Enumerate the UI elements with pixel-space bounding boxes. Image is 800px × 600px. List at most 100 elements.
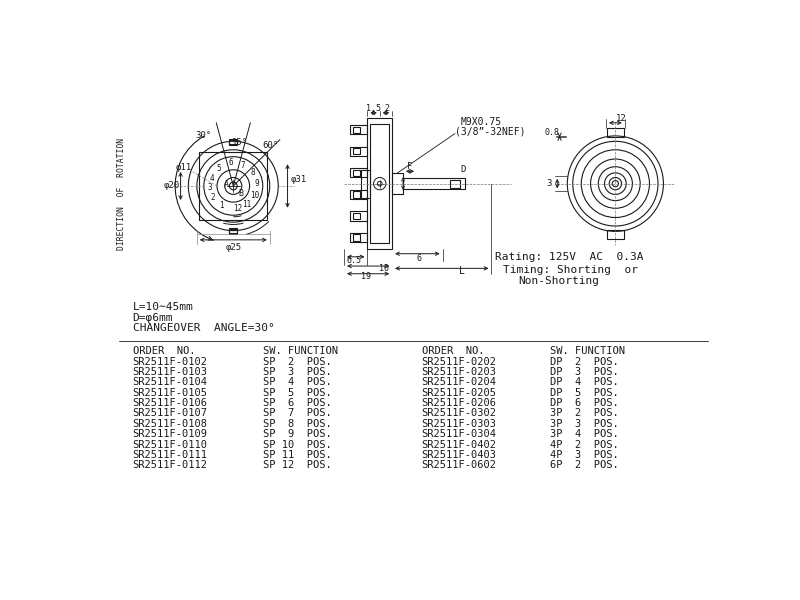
Text: SR2511F-0302: SR2511F-0302 [422, 409, 497, 418]
Text: A: A [224, 180, 229, 189]
Text: SP 10  POS.: SP 10 POS. [262, 440, 331, 449]
Text: 2: 2 [384, 104, 390, 113]
Text: M9X0.75: M9X0.75 [460, 117, 502, 127]
Text: SP  3  POS.: SP 3 POS. [262, 367, 331, 377]
Text: 10: 10 [378, 264, 389, 273]
Text: φ20: φ20 [163, 181, 179, 190]
Text: 1: 1 [219, 202, 224, 211]
Bar [354, 127, 360, 133]
Text: 6: 6 [229, 158, 234, 167]
Text: 3P  4  POS.: 3P 4 POS. [550, 429, 618, 439]
Text: 3: 3 [208, 184, 213, 193]
Text: SP 11  POS.: SP 11 POS. [262, 450, 331, 460]
Bar [354, 235, 360, 241]
Text: 11: 11 [242, 200, 251, 209]
Bar [354, 213, 360, 219]
Text: SR2511F-0109: SR2511F-0109 [133, 429, 207, 439]
Text: SR2511F-0112: SR2511F-0112 [133, 460, 207, 470]
Text: 4: 4 [209, 173, 214, 182]
Text: SR2511F-0108: SR2511F-0108 [133, 419, 207, 429]
Text: 15°: 15° [231, 139, 247, 148]
Text: DP  2  POS.: DP 2 POS. [550, 356, 618, 367]
Text: Timing: Shorting  or: Timing: Shorting or [503, 265, 638, 275]
Text: 0.8: 0.8 [544, 128, 559, 137]
Text: SP  5  POS.: SP 5 POS. [262, 388, 331, 398]
Text: 3: 3 [547, 179, 552, 188]
Text: L=10∼45mm: L=10∼45mm [133, 302, 194, 312]
Bar [350, 146, 367, 156]
Text: SR2511F-0303: SR2511F-0303 [422, 419, 497, 429]
Bar [230, 140, 237, 145]
Text: 5: 5 [216, 164, 221, 173]
Text: SW. FUNCTION: SW. FUNCTION [262, 346, 338, 356]
Text: SR2511F-0103: SR2511F-0103 [133, 367, 207, 377]
Bar [199, 152, 267, 220]
Bar [607, 230, 624, 239]
Text: 19: 19 [361, 272, 371, 281]
Text: SR2511F-0402: SR2511F-0402 [422, 440, 497, 449]
Text: SR2511F-0304: SR2511F-0304 [422, 429, 497, 439]
Text: SR2511F-0107: SR2511F-0107 [133, 409, 207, 418]
Bar [354, 148, 360, 154]
Text: SR2511F-0204: SR2511F-0204 [422, 377, 497, 388]
Text: 4P  2  POS.: 4P 2 POS. [550, 440, 618, 449]
Text: 2: 2 [211, 193, 215, 202]
Text: 10: 10 [250, 191, 259, 200]
Text: DP  6  POS.: DP 6 POS. [550, 398, 618, 408]
Bar [354, 170, 360, 176]
Bar [350, 211, 367, 221]
Text: SR2511F-0203: SR2511F-0203 [422, 367, 497, 377]
Text: 1.5: 1.5 [366, 104, 381, 113]
Bar [230, 229, 237, 233]
Text: SR2511F-0403: SR2511F-0403 [422, 450, 497, 460]
Text: SP  9  POS.: SP 9 POS. [262, 429, 331, 439]
Text: SR2511F-0602: SR2511F-0602 [422, 460, 497, 470]
Text: DP  5  POS.: DP 5 POS. [550, 388, 618, 398]
Bar [350, 190, 367, 199]
Text: F: F [406, 162, 412, 171]
Text: 7: 7 [241, 161, 246, 170]
Text: CHANGEOVER  ANGLE=30°: CHANGEOVER ANGLE=30° [133, 323, 274, 334]
Text: (3/8”-32NEF): (3/8”-32NEF) [455, 126, 526, 136]
Bar [361, 170, 370, 197]
Text: 6.5: 6.5 [346, 256, 362, 265]
Bar [392, 173, 403, 194]
Text: SR2511F-0111: SR2511F-0111 [133, 450, 207, 460]
Text: SR2511F-0206: SR2511F-0206 [422, 398, 497, 408]
Bar [350, 168, 367, 178]
Text: SP  6  POS.: SP 6 POS. [262, 398, 331, 408]
Text: SR2511F-0105: SR2511F-0105 [133, 388, 207, 398]
Bar [607, 128, 624, 137]
Text: SP 12  POS.: SP 12 POS. [262, 460, 331, 470]
Text: L: L [459, 266, 465, 275]
Text: 6: 6 [417, 254, 422, 263]
Text: 3P  2  POS.: 3P 2 POS. [550, 409, 618, 418]
Text: SR2511F-0205: SR2511F-0205 [422, 388, 497, 398]
Text: SR2511F-0104: SR2511F-0104 [133, 377, 207, 388]
Text: 3P  3  POS.: 3P 3 POS. [550, 419, 618, 429]
Bar [450, 180, 459, 187]
Text: 6P  2  POS.: 6P 2 POS. [550, 460, 618, 470]
Text: φ31: φ31 [290, 175, 306, 184]
Text: 30°: 30° [196, 131, 212, 140]
Text: 60°: 60° [262, 142, 278, 151]
Text: ORDER  NO.: ORDER NO. [422, 346, 484, 356]
Text: SW. FUNCTION: SW. FUNCTION [550, 346, 625, 356]
Text: D=φ6mm: D=φ6mm [133, 313, 173, 323]
Text: SP  4  POS.: SP 4 POS. [262, 377, 331, 388]
Text: ORDER  NO.: ORDER NO. [133, 346, 195, 356]
Text: DIRECTION  OF  ROTATION: DIRECTION OF ROTATION [118, 137, 126, 250]
Text: φ25: φ25 [226, 243, 242, 252]
Text: SR2511F-0110: SR2511F-0110 [133, 440, 207, 449]
Bar [350, 125, 367, 134]
Text: 12: 12 [616, 113, 627, 122]
Text: DP  3  POS.: DP 3 POS. [550, 367, 618, 377]
Text: SP  7  POS.: SP 7 POS. [262, 409, 331, 418]
Text: SR2511F-0106: SR2511F-0106 [133, 398, 207, 408]
Text: 9: 9 [254, 179, 258, 188]
Text: Non-Shorting: Non-Shorting [518, 277, 599, 286]
Text: DP  4  POS.: DP 4 POS. [550, 377, 618, 388]
Bar [403, 178, 465, 189]
Text: SP  8  POS.: SP 8 POS. [262, 419, 331, 429]
Text: SR2511F-0102: SR2511F-0102 [133, 356, 207, 367]
